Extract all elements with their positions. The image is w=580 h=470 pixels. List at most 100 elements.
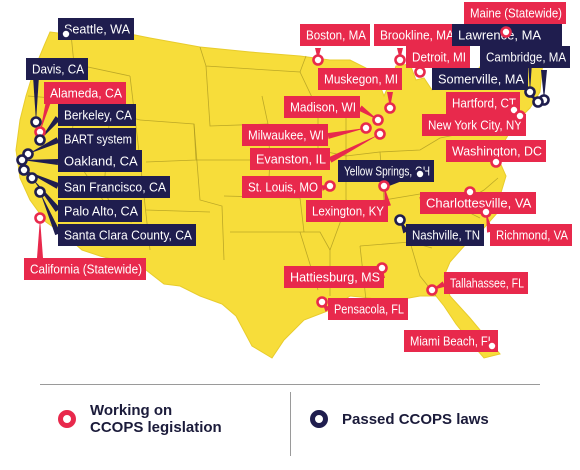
working-ring-icon [58, 410, 76, 428]
city-label-muskegon-mi: Muskegon, MI [324, 72, 398, 87]
city-label-lawrence-ma: Lawrence, MA [458, 28, 541, 43]
leader-bart-system [28, 137, 60, 154]
city-label-hartford-ct: Hartford, CT [452, 96, 516, 111]
label-box-alameda-ca [44, 82, 126, 104]
city-label-pensacola-fl: Pensacola, FL [334, 302, 404, 317]
leader-santa-clara-county-ca [40, 192, 61, 236]
city-label-maine-statewide: Maine (Statewide) [470, 6, 562, 21]
city-label-lexington-ky: Lexington, KY [312, 204, 384, 219]
leader-oakland-ca [22, 159, 59, 165]
label-box-pensacola-fl [328, 298, 408, 320]
label-box-muskegon-mi [318, 68, 402, 90]
marker-berkeley-ca [34, 134, 46, 146]
marker-brookline-ma [394, 54, 406, 66]
label-box-hartford-ct [446, 92, 520, 114]
city-label-bart-system: BART system [64, 132, 132, 147]
marker-maine-statewide [500, 26, 512, 38]
label-box-miami-beach-fl [404, 330, 498, 352]
city-label-tallahassee-fl: Tallahassee, FL [450, 276, 524, 291]
leader-boston-ma [315, 48, 321, 60]
label-box-seattle-wa [58, 18, 134, 40]
city-label-oakland-ca: Oakland, CA [64, 154, 138, 169]
marker-palo-alto-ca [26, 172, 38, 184]
label-box-richmond-va [490, 224, 572, 246]
label-box-new-york-city-ny [422, 114, 526, 136]
label-box-lexington-ky [306, 200, 388, 222]
passed-ring-icon [310, 410, 328, 428]
label-box-california-statewide [24, 258, 146, 280]
legend-item-passed: Passed CCOPS laws [310, 410, 489, 428]
label-box-berkeley-ca [58, 104, 136, 126]
city-label-new-york-city-ny: New York City, NY [428, 118, 522, 133]
label-box-yellow-springs-oh [338, 160, 434, 182]
leader-alameda-ca [40, 95, 53, 132]
marker-milwaukee-wi [360, 122, 372, 134]
marker-new-york-city-ny [514, 110, 526, 122]
city-label-charlottesville-va: Charlottesville, VA [426, 196, 532, 211]
marker-muskegon-mi [384, 102, 396, 114]
marker-lexington-ky [378, 180, 390, 192]
city-label-somerville-ma: Somerville, MA [438, 72, 524, 87]
label-box-oakland-ca [58, 150, 142, 172]
leader-california-statewide [37, 218, 43, 258]
marker-madison-wi [372, 114, 384, 126]
city-label-alameda-ca: Alameda, CA [50, 86, 122, 101]
marker-detroit-mi [414, 66, 426, 78]
marker-hattiesburg-ms [376, 262, 388, 274]
label-box-brookline-ma [374, 24, 458, 46]
label-box-bart-system [58, 128, 136, 150]
marker-nashville-tn [394, 214, 406, 226]
label-box-san-francisco-ca [58, 176, 170, 198]
city-label-cambridge-ma: Cambridge, MA [486, 50, 566, 65]
marker-layer [16, 26, 550, 352]
marker-lawrence-ma [524, 86, 536, 98]
leader-madison-wi [358, 105, 378, 120]
marker-washington-dc [490, 156, 502, 168]
marker-davis-ca [30, 116, 42, 128]
leader-milwaukee-wi [327, 128, 366, 139]
marker-miami-beach-fl [486, 340, 498, 352]
leader-brookline-ma [397, 48, 403, 60]
legend-passed-label: Passed CCOPS laws [342, 410, 489, 428]
marker-pensacola-fl [316, 296, 328, 308]
city-label-palo-alto-ca: Palo Alto, CA [64, 204, 138, 219]
label-box-madison-wi [284, 96, 360, 118]
leader-muskegon-mi [387, 92, 393, 108]
label-box-palo-alto-ca [58, 200, 142, 222]
label-layer: Seattle, WA Davis, CA Alameda, CA Berkeley,… [24, 2, 572, 352]
label-box-davis-ca [26, 58, 88, 80]
marker-st-louis-mo [324, 180, 336, 192]
label-box-cambridge-ma [480, 46, 570, 68]
marker-evanston-il [374, 128, 386, 140]
city-label-davis-ca: Davis, CA [32, 62, 84, 77]
legend-item-working: Working on CCOPS legislation [58, 402, 222, 436]
label-box-somerville-ma [432, 68, 528, 90]
marker-yellow-springs-oh [414, 168, 426, 180]
label-box-washington-dc [446, 140, 546, 162]
leader-davis-ca [33, 76, 39, 122]
city-label-seattle-wa: Seattle, WA [64, 22, 130, 37]
label-box-charlottesville-va [420, 192, 536, 214]
label-box-nashville-tn [406, 224, 484, 246]
city-label-miami-beach-fl: Miami Beach, FL [410, 334, 494, 349]
city-label-washington-dc: Washington, DC [452, 144, 542, 159]
city-label-richmond-va: Richmond, VA [496, 228, 568, 243]
city-label-evanston-il: Evanston, IL [256, 152, 326, 167]
city-label-berkeley-ca: Berkeley, CA [64, 108, 132, 123]
marker-seattle-wa [60, 28, 72, 40]
marker-san-francisco-ca [18, 164, 30, 176]
city-label-boston-ma: Boston, MA [306, 28, 366, 43]
marker-richmond-va [480, 206, 492, 218]
city-label-yellow-springs-oh: Yellow Springs, OH [344, 164, 430, 179]
city-label-hattiesburg-ms: Hattiesburg, MS [290, 270, 380, 285]
label-box-maine-statewide [464, 2, 566, 24]
label-box-santa-clara-county-ca [58, 224, 196, 246]
city-label-nashville-tn: Nashville, TN [412, 228, 480, 243]
city-label-detroit-mi: Detroit, MI [412, 50, 466, 65]
marker-boston-ma [312, 54, 324, 66]
city-label-brookline-ma: Brookline, MA [380, 28, 454, 43]
legend: Working on CCOPS legislation Passed CCOP… [0, 384, 580, 470]
legend-separator [290, 392, 291, 456]
city-label-san-francisco-ca: San Francisco, CA [64, 180, 166, 195]
